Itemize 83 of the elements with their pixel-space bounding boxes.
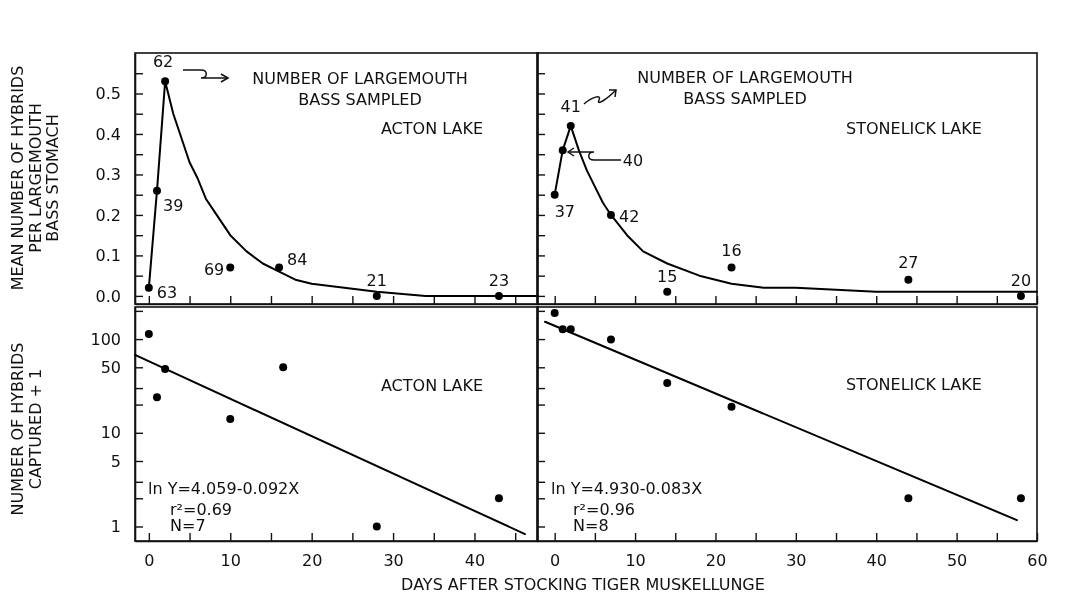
x-tick-label: 30: [786, 551, 807, 571]
point: [727, 402, 736, 411]
point: [1016, 494, 1025, 503]
annotation: 69: [203, 259, 225, 279]
x-tick-label: 0: [144, 551, 155, 571]
point: [904, 494, 913, 503]
annotation: 20: [1010, 270, 1032, 290]
annotation: ACTON LAKE: [380, 119, 484, 138]
annotation: 40: [622, 151, 644, 171]
y-tick-label: 0.5: [95, 84, 121, 104]
point: [372, 522, 381, 531]
point: [566, 121, 575, 130]
annotation: ACTON LAKE: [380, 376, 484, 395]
annotation: 27: [898, 252, 919, 272]
point: [494, 291, 503, 300]
x-tick-label: 40: [464, 551, 486, 571]
y-tick-label: 0.2: [95, 205, 121, 225]
annotation: 41: [560, 96, 581, 116]
annotation: ln Y=4.059-0.092X: [148, 479, 300, 498]
y-axis-title: MEAN NUMBER OF HYBRIDS PER LARGEMOUTH BASS STOMACH: [8, 65, 62, 291]
annotation: N=7: [170, 516, 206, 535]
point: [606, 210, 615, 219]
point: [144, 330, 153, 339]
point: [727, 263, 736, 272]
point: [372, 291, 381, 300]
annotation: ln Y=4.930-0.083X: [551, 479, 703, 498]
x-axis-title: DAYS AFTER STOCKING TIGER MUSKELLUNGE: [401, 575, 765, 594]
point: [606, 335, 615, 344]
annotation: 84: [287, 249, 308, 269]
point: [904, 275, 913, 284]
point: [663, 287, 672, 296]
point: [152, 186, 161, 195]
annotation: 16: [721, 240, 742, 260]
point: [275, 263, 284, 272]
annotation: 21: [366, 270, 387, 290]
annotation: 15: [657, 266, 678, 286]
point: [663, 379, 672, 387]
point: [152, 393, 161, 402]
annotation: NUMBER OF LARGEMOUTH BASS SAMPLED: [252, 69, 468, 109]
annotation: STONELICK LAKE: [846, 375, 982, 394]
annotation: 37: [554, 201, 576, 221]
annotation: NUMBER OF LARGEMOUTH BASS SAMPLED: [637, 68, 853, 108]
y-tick-label: 0.3: [95, 165, 121, 185]
x-tick-label: 40: [866, 551, 887, 571]
x-tick-label: 30: [383, 551, 404, 571]
y-tick-label: 0.4: [95, 124, 121, 144]
x-tick-label: 10: [625, 551, 646, 571]
x-tick-label: 20: [301, 551, 323, 571]
point: [144, 283, 153, 292]
point: [161, 364, 170, 373]
point: [550, 190, 559, 199]
x-tick-label: 20: [705, 551, 727, 571]
y-axis-title: NUMBER OF HYBRIDS CAPTURED + 1: [8, 342, 45, 516]
annotation: N=8: [573, 516, 609, 535]
point: [550, 308, 559, 317]
point: [558, 325, 567, 334]
point: [279, 363, 288, 372]
annotation: 39: [162, 195, 184, 215]
point: [226, 415, 235, 424]
point: [226, 263, 235, 272]
x-tick-label: 60: [1027, 551, 1048, 571]
point: [494, 494, 503, 503]
point: [558, 146, 567, 155]
y-tick-label: 0.0: [95, 286, 121, 306]
point: [161, 77, 170, 86]
x-tick-label: 50: [946, 551, 968, 571]
y-tick-label: 100: [90, 329, 121, 349]
annotation: r²=0.96: [573, 500, 636, 519]
y-tick-label: 5: [110, 451, 121, 471]
annotation: 62: [152, 52, 174, 72]
annotation: STONELICK LAKE: [846, 119, 982, 138]
point: [1016, 291, 1025, 300]
annotation: 63: [156, 282, 178, 302]
x-tick-label: 10: [220, 551, 241, 571]
y-tick-label: 10: [100, 423, 121, 443]
point: [566, 325, 575, 334]
y-tick-label: 0.1: [95, 246, 121, 266]
annotation: r²=0.69: [170, 500, 233, 519]
y-tick-label: 50: [100, 357, 121, 377]
x-tick-label: 0: [550, 551, 561, 571]
y-tick-label: 1: [110, 517, 121, 537]
annotation: 23: [488, 270, 510, 290]
annotation: 42: [618, 206, 640, 226]
